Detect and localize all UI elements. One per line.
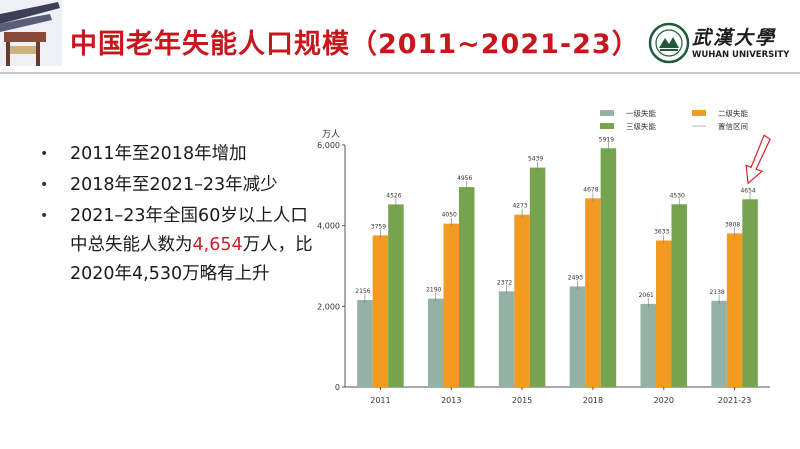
data-label: 3808 bbox=[725, 221, 740, 228]
data-label: 4273 bbox=[512, 203, 527, 210]
bar bbox=[529, 167, 546, 387]
disability-bar-chart: 万人 0 2,000 4,000 6,000 2011 2156 3759 4526 2013 21… bbox=[317, 108, 771, 405]
x-tick-label: 2018 bbox=[583, 396, 603, 405]
bar bbox=[428, 298, 444, 387]
x-tick-label: 2013 bbox=[441, 396, 461, 405]
highlight-number: 4,654 bbox=[192, 235, 243, 255]
legend-swatch bbox=[600, 123, 614, 129]
data-label: 4956 bbox=[457, 175, 472, 182]
data-label: 4654 bbox=[740, 187, 755, 194]
bullet-list: 2011年至2018年增加 2018年至2021–23年减少 2021–23年全… bbox=[38, 140, 313, 291]
bar bbox=[357, 300, 373, 387]
bar bbox=[585, 198, 601, 387]
bar bbox=[498, 291, 515, 387]
university-logo: 武漢大學 WUHAN UNIVERSITY bbox=[648, 22, 790, 68]
bullet-item: 2011年至2018年增加 bbox=[38, 140, 313, 169]
university-seal-icon bbox=[648, 22, 690, 64]
header-divider bbox=[0, 72, 800, 74]
y-tick-label: 0 bbox=[335, 383, 340, 392]
legend-label: 三级失能 bbox=[626, 121, 656, 131]
x-tick-label: 2020 bbox=[654, 396, 674, 405]
bar bbox=[600, 148, 617, 387]
legend-label: 置信区间 bbox=[718, 121, 748, 131]
data-label: 5919 bbox=[599, 136, 614, 143]
university-name: 武漢大學 bbox=[692, 27, 777, 49]
x-tick-label: 2021-23 bbox=[718, 396, 751, 405]
y-tick-label: 4,000 bbox=[317, 222, 340, 231]
legend-label: 二级失能 bbox=[718, 108, 748, 118]
slide-header: 中国老年失能人口规模（2011~2021-23） 武漢大學 WUHAN UNIV… bbox=[0, 0, 800, 78]
data-label: 2190 bbox=[426, 287, 441, 294]
annotation-arrow-icon bbox=[745, 134, 771, 185]
bar bbox=[443, 223, 459, 387]
data-label: 3633 bbox=[654, 228, 669, 235]
data-label: 5439 bbox=[528, 156, 543, 163]
bar bbox=[388, 204, 404, 387]
bullet-item: 2021–23年全国60岁以上人口中总失能人数为4,654万人，比2020年4,… bbox=[38, 202, 313, 289]
legend-swatch bbox=[692, 110, 706, 116]
data-label: 2493 bbox=[568, 274, 583, 281]
bar bbox=[726, 233, 743, 387]
y-axis-label: 万人 bbox=[322, 129, 340, 140]
bullet-text: 2011年至2018年增加 bbox=[70, 144, 247, 164]
bullet-text: 2018年至2021–23年减少 bbox=[70, 175, 278, 195]
data-label: 2372 bbox=[497, 279, 512, 286]
slide-title: 中国老年失能人口规模（2011~2021-23） bbox=[70, 29, 640, 60]
bullet-item: 2018年至2021–23年减少 bbox=[38, 171, 313, 200]
data-label: 2138 bbox=[709, 289, 724, 296]
y-tick-label: 2,000 bbox=[317, 302, 340, 311]
data-label: 3759 bbox=[371, 223, 386, 230]
bar bbox=[640, 303, 656, 387]
pavilion-eave-icon bbox=[0, 0, 62, 66]
data-label: 4530 bbox=[670, 192, 685, 199]
bar bbox=[711, 300, 727, 387]
x-tick-label: 2011 bbox=[370, 396, 390, 405]
data-label: 2156 bbox=[355, 288, 370, 295]
data-label: 4050 bbox=[442, 212, 457, 219]
data-label: 4678 bbox=[583, 186, 598, 193]
bar bbox=[671, 204, 687, 387]
bar bbox=[372, 235, 389, 387]
data-label: 2061 bbox=[639, 292, 654, 299]
bar bbox=[656, 240, 672, 387]
bar bbox=[514, 214, 530, 387]
legend-label: 一级失能 bbox=[626, 108, 656, 118]
bar bbox=[569, 286, 586, 387]
bar bbox=[742, 199, 758, 387]
bullet-text: 2021–23年全国60岁以上人口中总失能人数为 bbox=[70, 206, 308, 255]
legend-swatch bbox=[600, 110, 614, 116]
bullet-text: 万人，比2020年4,530万略有上升 bbox=[70, 235, 313, 284]
y-tick-label: 6,000 bbox=[317, 141, 340, 150]
university-name-english: WUHAN UNIVERSITY bbox=[692, 50, 790, 60]
bar bbox=[459, 187, 475, 387]
data-label: 4526 bbox=[386, 192, 401, 199]
x-tick-label: 2015 bbox=[512, 396, 532, 405]
